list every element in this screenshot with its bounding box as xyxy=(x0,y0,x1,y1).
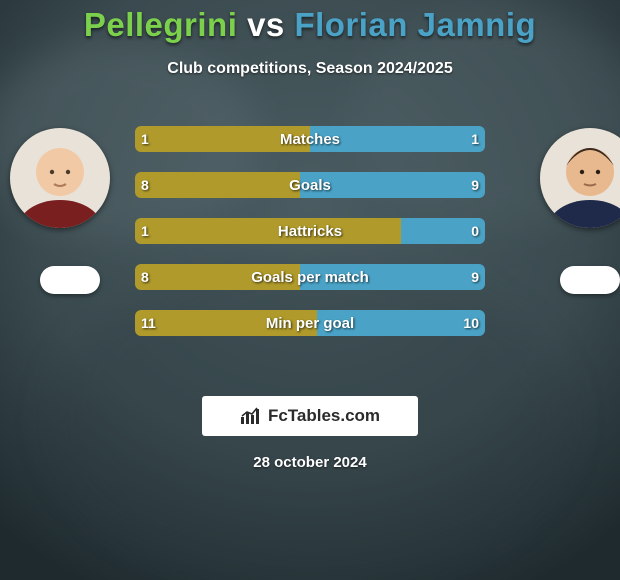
title-player-left: Pellegrini xyxy=(84,6,238,43)
club-badge-right xyxy=(560,266,620,294)
stat-bar-right xyxy=(310,126,485,152)
stat-bar-right xyxy=(317,310,485,336)
stat-bars: Matches11 Goals89 Hattricks10 Goals per mat… xyxy=(135,126,485,356)
stat-bar-left xyxy=(135,172,300,198)
stat-bar-left xyxy=(135,218,401,244)
stat-row: Matches11 xyxy=(135,126,485,152)
subtitle: Club competitions, Season 2024/2025 xyxy=(0,60,620,78)
stat-row: Goals89 xyxy=(135,172,485,198)
comparison-arena: Matches11 Goals89 Hattricks10 Goals per mat… xyxy=(0,118,620,378)
comparison-card: Pellegrini vs Florian Jamnig Club compet… xyxy=(0,0,620,580)
stat-row: Hattricks10 xyxy=(135,218,485,244)
branding-badge: FcTables.com xyxy=(202,396,418,436)
stat-bar-right xyxy=(300,264,486,290)
date-text: 28 october 2024 xyxy=(0,454,620,471)
title-player-right: Florian Jamnig xyxy=(294,6,536,43)
stat-row: Min per goal1110 xyxy=(135,310,485,336)
page-title: Pellegrini vs Florian Jamnig xyxy=(0,0,620,44)
club-badge-left xyxy=(40,266,100,294)
stat-bar-right xyxy=(300,172,486,198)
avatar-right xyxy=(540,128,620,228)
stat-bar-left xyxy=(135,310,317,336)
stat-bar-left xyxy=(135,126,310,152)
stat-row: Goals per match89 xyxy=(135,264,485,290)
stat-bar-left xyxy=(135,264,300,290)
branding-text: FcTables.com xyxy=(268,406,380,426)
avatar-left xyxy=(10,128,110,228)
chart-icon xyxy=(240,407,262,425)
stat-bar-right xyxy=(401,218,485,244)
title-vs: vs xyxy=(247,6,294,43)
